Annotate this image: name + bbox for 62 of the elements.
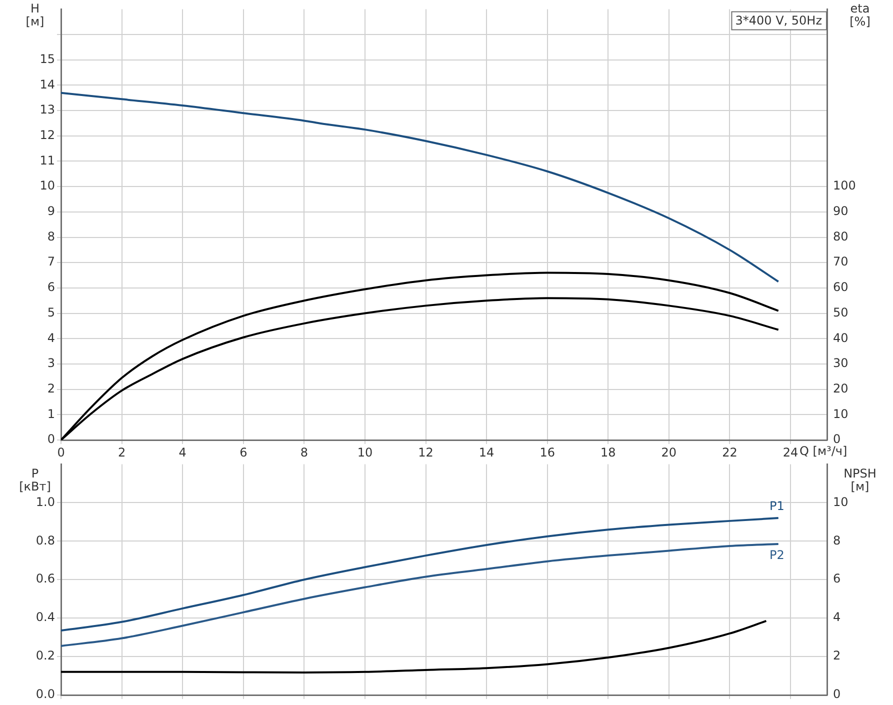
x-tick-label: 2 [118, 445, 126, 460]
y-tick-label: 12 [40, 128, 55, 142]
x-tick-label: 22 [722, 445, 738, 460]
y-tick-label: 2 [47, 381, 55, 396]
y-tick-label: 6 [47, 280, 55, 294]
y2-tick-label: 6 [833, 572, 841, 586]
x-tick-label: 24 [782, 445, 798, 460]
y2-tick-label: 80 [833, 229, 848, 244]
x-axis-title: Q [м³/ч] [800, 444, 848, 458]
y-tick-label: 15 [40, 52, 55, 66]
x-tick-label: 6 [240, 445, 248, 460]
y2-tick-label: 60 [833, 280, 848, 294]
y2-tick-label: 4 [833, 610, 841, 624]
x-tick-label: 12 [418, 445, 434, 460]
y-tick-label: 14 [40, 77, 55, 92]
y2-tick-label: 30 [833, 356, 848, 370]
y-tick-label: 11 [40, 153, 55, 168]
y2-tick-label: 100 [833, 178, 856, 193]
y2-tick-label: 40 [833, 330, 848, 345]
x-tick-label: 0 [57, 445, 65, 460]
y-axis-title: P [кВт] [19, 466, 51, 494]
y2-tick-label: 2 [833, 648, 841, 663]
y-tick-label: 1 [47, 406, 55, 421]
y2-tick-label: 10 [833, 406, 848, 421]
x-tick-label: 10 [357, 445, 373, 460]
y-tick-label: 1.0 [36, 494, 55, 509]
y2-tick-label: 90 [833, 204, 848, 218]
y-tick-label: 0.6 [36, 572, 55, 586]
y-tick-label: 3 [47, 356, 55, 370]
line-series [61, 620, 768, 674]
y-tick-label: 0.4 [36, 610, 55, 624]
y-tick-label: 10 [40, 178, 55, 193]
y-tick-label: 4 [47, 330, 55, 345]
y-tick-label: 8 [47, 229, 55, 244]
y2-tick-label: 70 [833, 254, 848, 269]
y2-tick-label: 0 [833, 687, 841, 702]
y-tick-label: 13 [40, 102, 55, 117]
y2-tick-label: 0 [833, 432, 841, 446]
x-tick-label: 14 [478, 445, 494, 460]
y2-tick-label: 10 [833, 494, 848, 509]
line-series [61, 92, 780, 283]
y-tick-label: 9 [47, 204, 55, 218]
x-tick-label: 20 [661, 445, 677, 460]
x-tick-label: 4 [178, 445, 186, 460]
y2-tick-label: 20 [833, 381, 848, 396]
x-tick-label: 18 [600, 445, 616, 460]
annotation: 3*400 V, 50Hz [735, 13, 822, 28]
x-tick-label: 8 [300, 445, 308, 460]
y-tick-label: 0.0 [36, 687, 55, 702]
y2-tick-label: 50 [833, 305, 848, 320]
y2-axis-title: eta [%] [850, 1, 870, 28]
series-label: P2 [769, 548, 784, 562]
y2-axis-title: NPSH [м] [844, 466, 876, 494]
x-tick-label: 16 [540, 445, 555, 460]
series-label: P1 [769, 499, 784, 514]
y-tick-label: 0 [47, 432, 55, 446]
y2-tick-label: 8 [833, 533, 841, 548]
y-axis-title: H [м] [26, 1, 44, 28]
y-tick-label: 5 [47, 305, 55, 320]
y-tick-label: 0.2 [36, 648, 55, 663]
y-tick-label: 0.8 [36, 533, 55, 548]
y-tick-label: 7 [47, 254, 55, 269]
